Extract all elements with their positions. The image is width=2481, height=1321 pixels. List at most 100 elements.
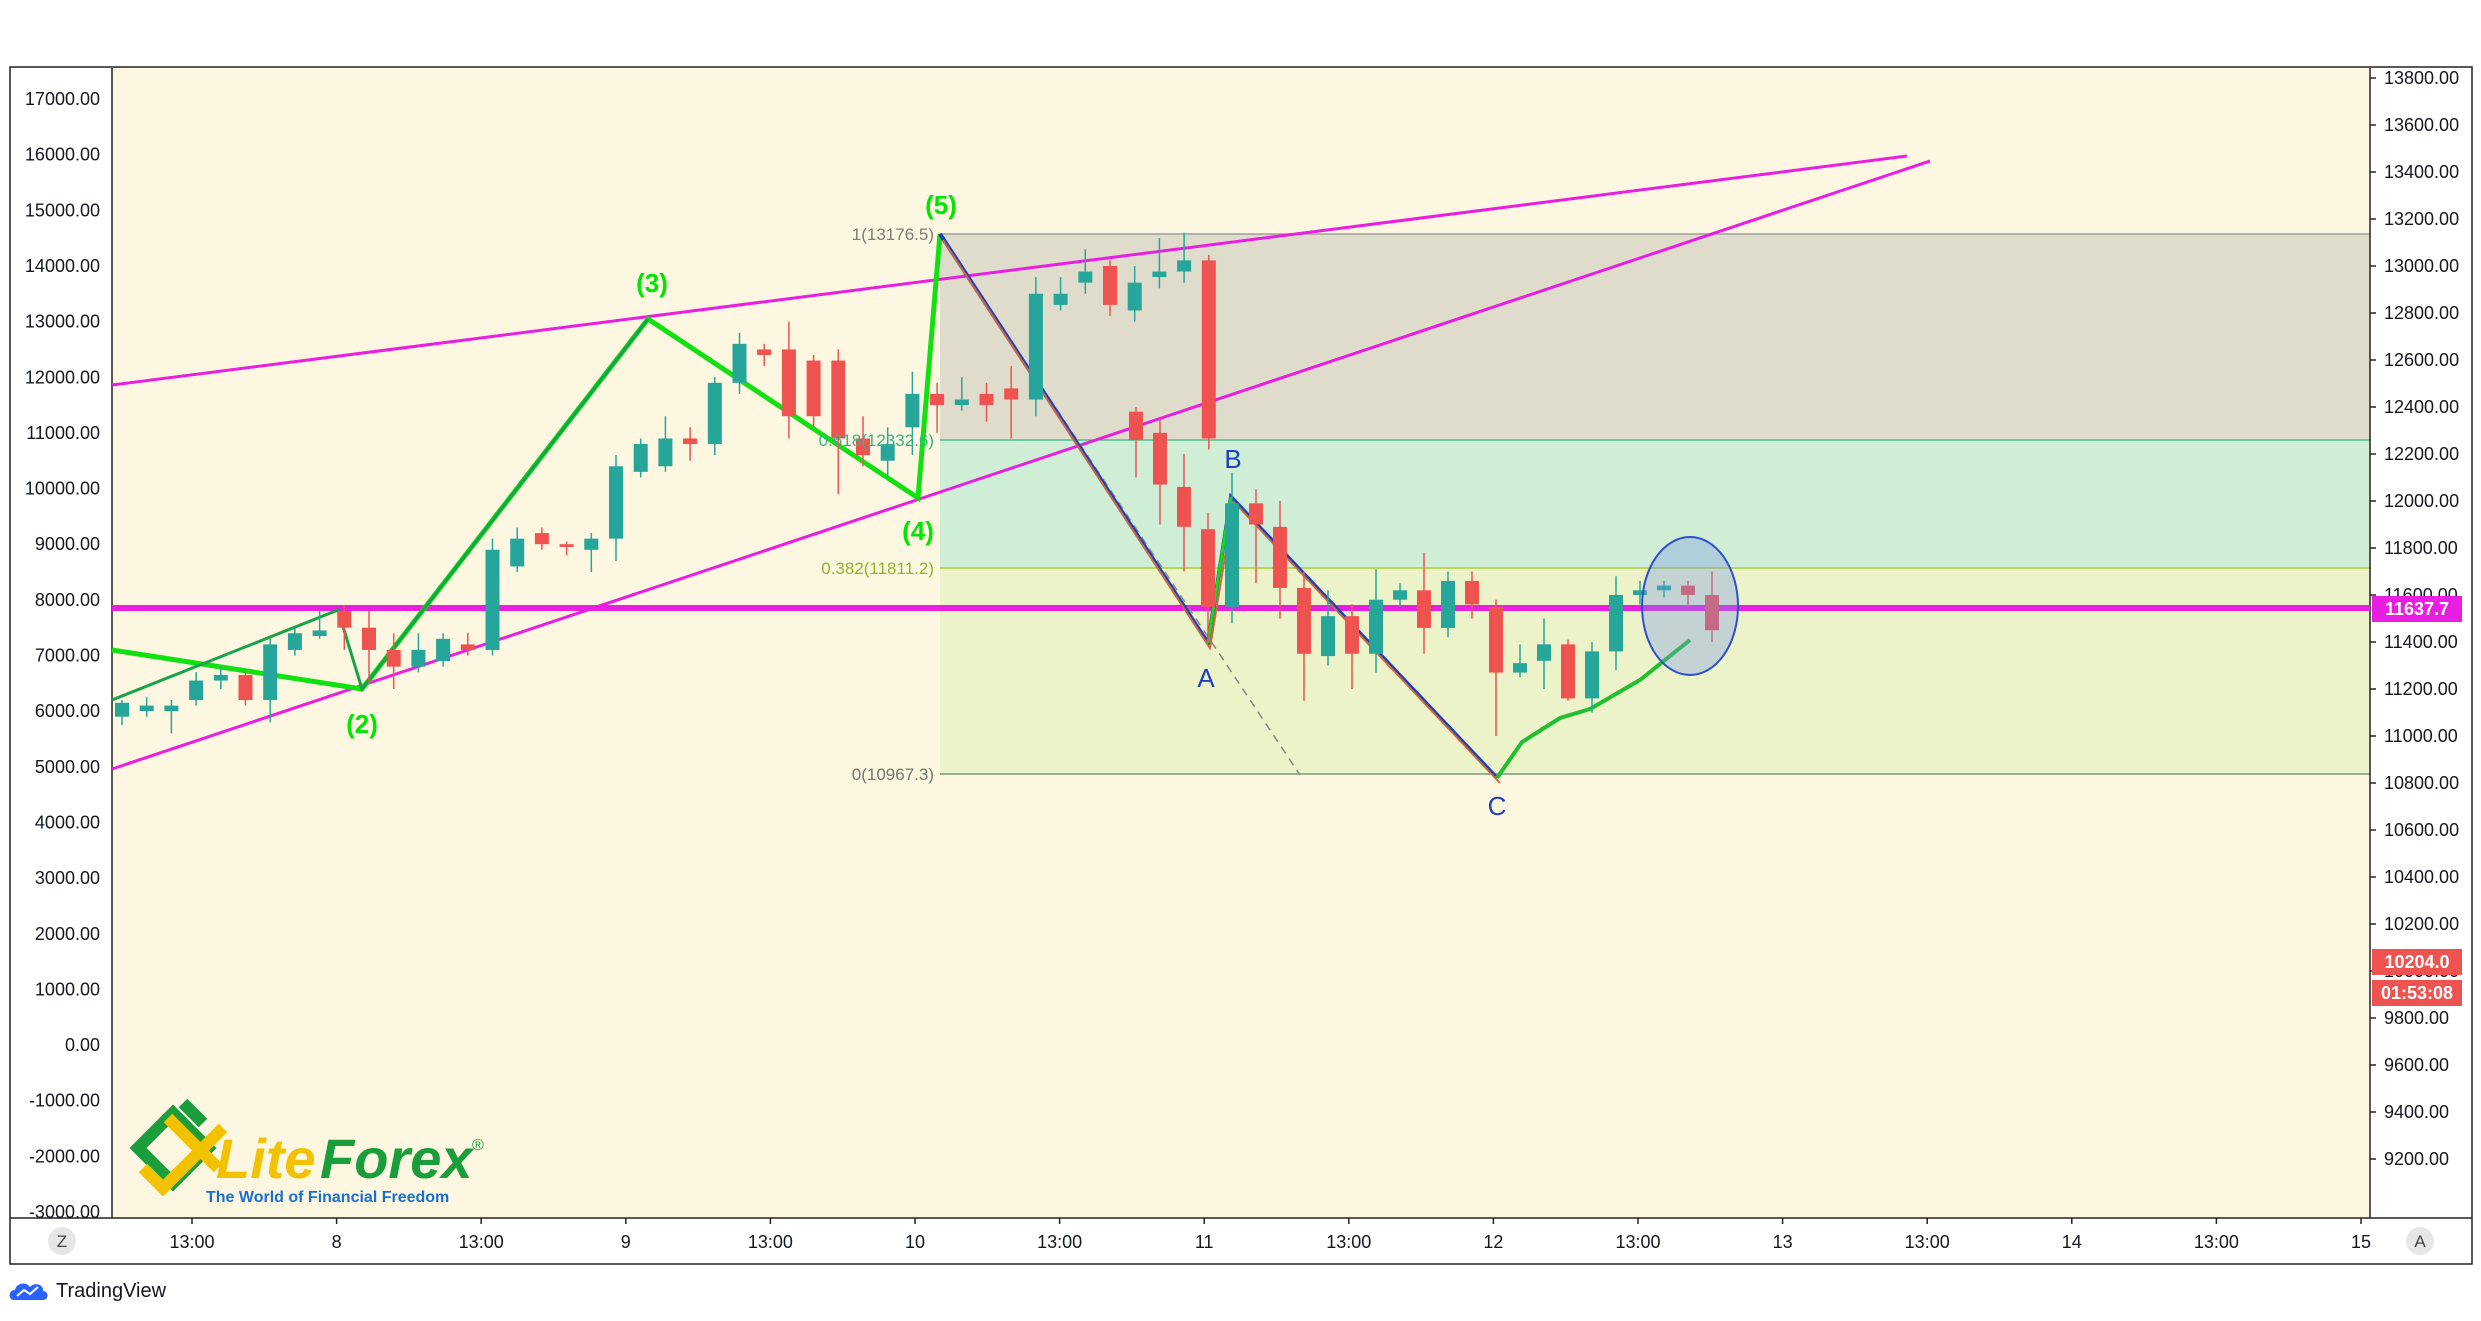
liteforex-logo-mark: Lite Forex ® The World of Financial Free… xyxy=(129,1098,484,1206)
time-axis[interactable]: 13:00 8 13:00 9 13:00 10 13:00 11 13:00 12 13:00 13… xyxy=(169,1218,2371,1252)
left-axis-tick: 14000.00 xyxy=(25,256,100,276)
price-tag-line-text: 11637.7 xyxy=(2385,599,2449,619)
candle-body xyxy=(658,438,673,467)
candle-body xyxy=(979,393,994,406)
right-axis-tick: 12600.00 xyxy=(2384,350,2459,370)
left-axis-tick: 3000.00 xyxy=(35,868,100,888)
time-axis-tick: 8 xyxy=(332,1232,342,1252)
candle-body xyxy=(1053,293,1068,305)
candle-body xyxy=(1633,590,1647,595)
time-axis-tick: 13:00 xyxy=(748,1232,793,1252)
right-axis-tick: 11000.00 xyxy=(2384,726,2458,746)
annotations-layer: (2) (3) (4) (5) A B C 1(13176.5) 0.618(1… xyxy=(346,190,1739,821)
price-tag-countdown-text: 01:53:08 xyxy=(2381,983,2453,1003)
auto-scale-button[interactable]: A xyxy=(2406,1227,2434,1255)
price-tag-countdown: 01:53:08 xyxy=(2372,980,2462,1006)
left-axis-tick: 17000.00 xyxy=(25,89,100,109)
candle-body xyxy=(164,705,179,712)
candle-body xyxy=(1345,616,1359,654)
logo-registered: ® xyxy=(472,1137,484,1154)
fib-label-0: 0(10967.3) xyxy=(852,765,934,784)
left-axis-tick: -1000.00 xyxy=(29,1091,100,1111)
left-price-axis[interactable]: 17000.00 16000.00 15000.00 14000.00 13000.00… xyxy=(25,89,100,1222)
right-axis-tick: 13200.00 xyxy=(2384,209,2459,229)
tradingview-brand[interactable]: TradingView xyxy=(8,1278,166,1304)
right-axis-tick: 13000.00 xyxy=(2384,256,2459,276)
candle-body xyxy=(559,544,574,547)
candle-body xyxy=(831,360,846,439)
tradingview-label: TradingView xyxy=(56,1279,167,1302)
correction-label-a: A xyxy=(1197,663,1215,693)
abc-orange-line xyxy=(942,239,1501,784)
elliott-wave-dark xyxy=(111,318,650,702)
time-axis-tick: 15 xyxy=(2351,1232,2371,1252)
candle-body xyxy=(1465,580,1479,605)
fib-label-0382: 0.382(11811.2) xyxy=(821,559,934,578)
left-axis-tick: 5000.00 xyxy=(35,757,100,777)
logo-name-part1: Lite xyxy=(216,1127,316,1190)
candle-body xyxy=(1609,595,1623,652)
time-axis-tick: 10 xyxy=(905,1232,925,1252)
left-axis-tick: 10000.00 xyxy=(25,479,100,499)
candle-body xyxy=(1585,651,1599,699)
fib-zone-bottom xyxy=(940,568,2370,774)
candle-body xyxy=(806,360,821,417)
candle-body xyxy=(1152,271,1167,278)
candle-body xyxy=(1705,595,1719,631)
right-axis-tick: 13800.00 xyxy=(2384,68,2459,88)
candle-body xyxy=(1441,580,1455,628)
candle-body xyxy=(1297,587,1311,654)
candle-body xyxy=(510,538,525,567)
price-tag-line: 11637.7 xyxy=(2372,596,2462,622)
fib-dashed-diagonal xyxy=(939,233,1301,776)
time-axis-tick: 9 xyxy=(621,1232,631,1252)
left-axis-tick: -3000.00 xyxy=(29,1202,100,1222)
left-axis-tick: 11000.00 xyxy=(26,423,100,443)
right-axis-tick: 11400.00 xyxy=(2384,632,2458,652)
candle-body xyxy=(1369,599,1383,654)
correction-label-c: C xyxy=(1488,791,1507,821)
candle-body xyxy=(1028,293,1043,400)
right-axis-tick: 9400.00 xyxy=(2384,1102,2449,1122)
candle-body xyxy=(189,680,204,701)
zoom-button[interactable]: Z xyxy=(48,1227,76,1255)
candle-body xyxy=(1177,260,1192,272)
right-axis-tick: 11200.00 xyxy=(2384,679,2458,699)
candle-body xyxy=(757,349,772,355)
right-axis-tick: 10400.00 xyxy=(2384,867,2459,887)
candle-body xyxy=(411,649,426,667)
candle-body xyxy=(781,349,796,417)
candle-body xyxy=(1561,644,1575,699)
right-axis-tick: 12000.00 xyxy=(2384,491,2459,511)
right-axis-tick: 10200.00 xyxy=(2384,914,2459,934)
fib-label-1: 1(13176.5) xyxy=(852,225,934,244)
right-axis-tick: 10800.00 xyxy=(2384,773,2459,793)
time-axis-tick: 13:00 xyxy=(1905,1232,1950,1252)
candle-body xyxy=(362,627,376,650)
channel-lower-line xyxy=(111,159,1931,771)
candle-body xyxy=(609,466,623,539)
right-axis-tick: 10600.00 xyxy=(2384,820,2459,840)
left-axis-tick: 4000.00 xyxy=(35,812,100,832)
time-axis-tick: 13:00 xyxy=(169,1232,214,1252)
left-axis-tick: 16000.00 xyxy=(25,145,100,165)
candle-body xyxy=(1127,282,1142,311)
fib-label-0618: 0.618(12332.6) xyxy=(819,431,934,450)
price-tag-last: 10204.0 xyxy=(2372,949,2462,975)
recovery-line xyxy=(1495,638,1692,780)
right-axis-tick: 9600.00 xyxy=(2384,1055,2449,1075)
candle-body xyxy=(683,438,698,445)
time-axis-tick: 13:00 xyxy=(1326,1232,1371,1252)
right-axis-tick: 9800.00 xyxy=(2384,1008,2449,1028)
left-axis-tick: 13000.00 xyxy=(25,312,100,332)
candle-body xyxy=(534,533,549,545)
candle-body xyxy=(1201,260,1216,439)
candle-body xyxy=(732,343,747,383)
right-axis-tick: 13600.00 xyxy=(2384,115,2459,135)
candle-body xyxy=(1537,644,1551,661)
channel-upper-line xyxy=(111,154,1908,387)
candle-body xyxy=(287,633,302,650)
zoom-button-label: Z xyxy=(57,1232,67,1251)
right-price-axis[interactable]: 13800.00 13600.00 13400.00 13200.00 13000.00… xyxy=(2370,68,2459,1169)
